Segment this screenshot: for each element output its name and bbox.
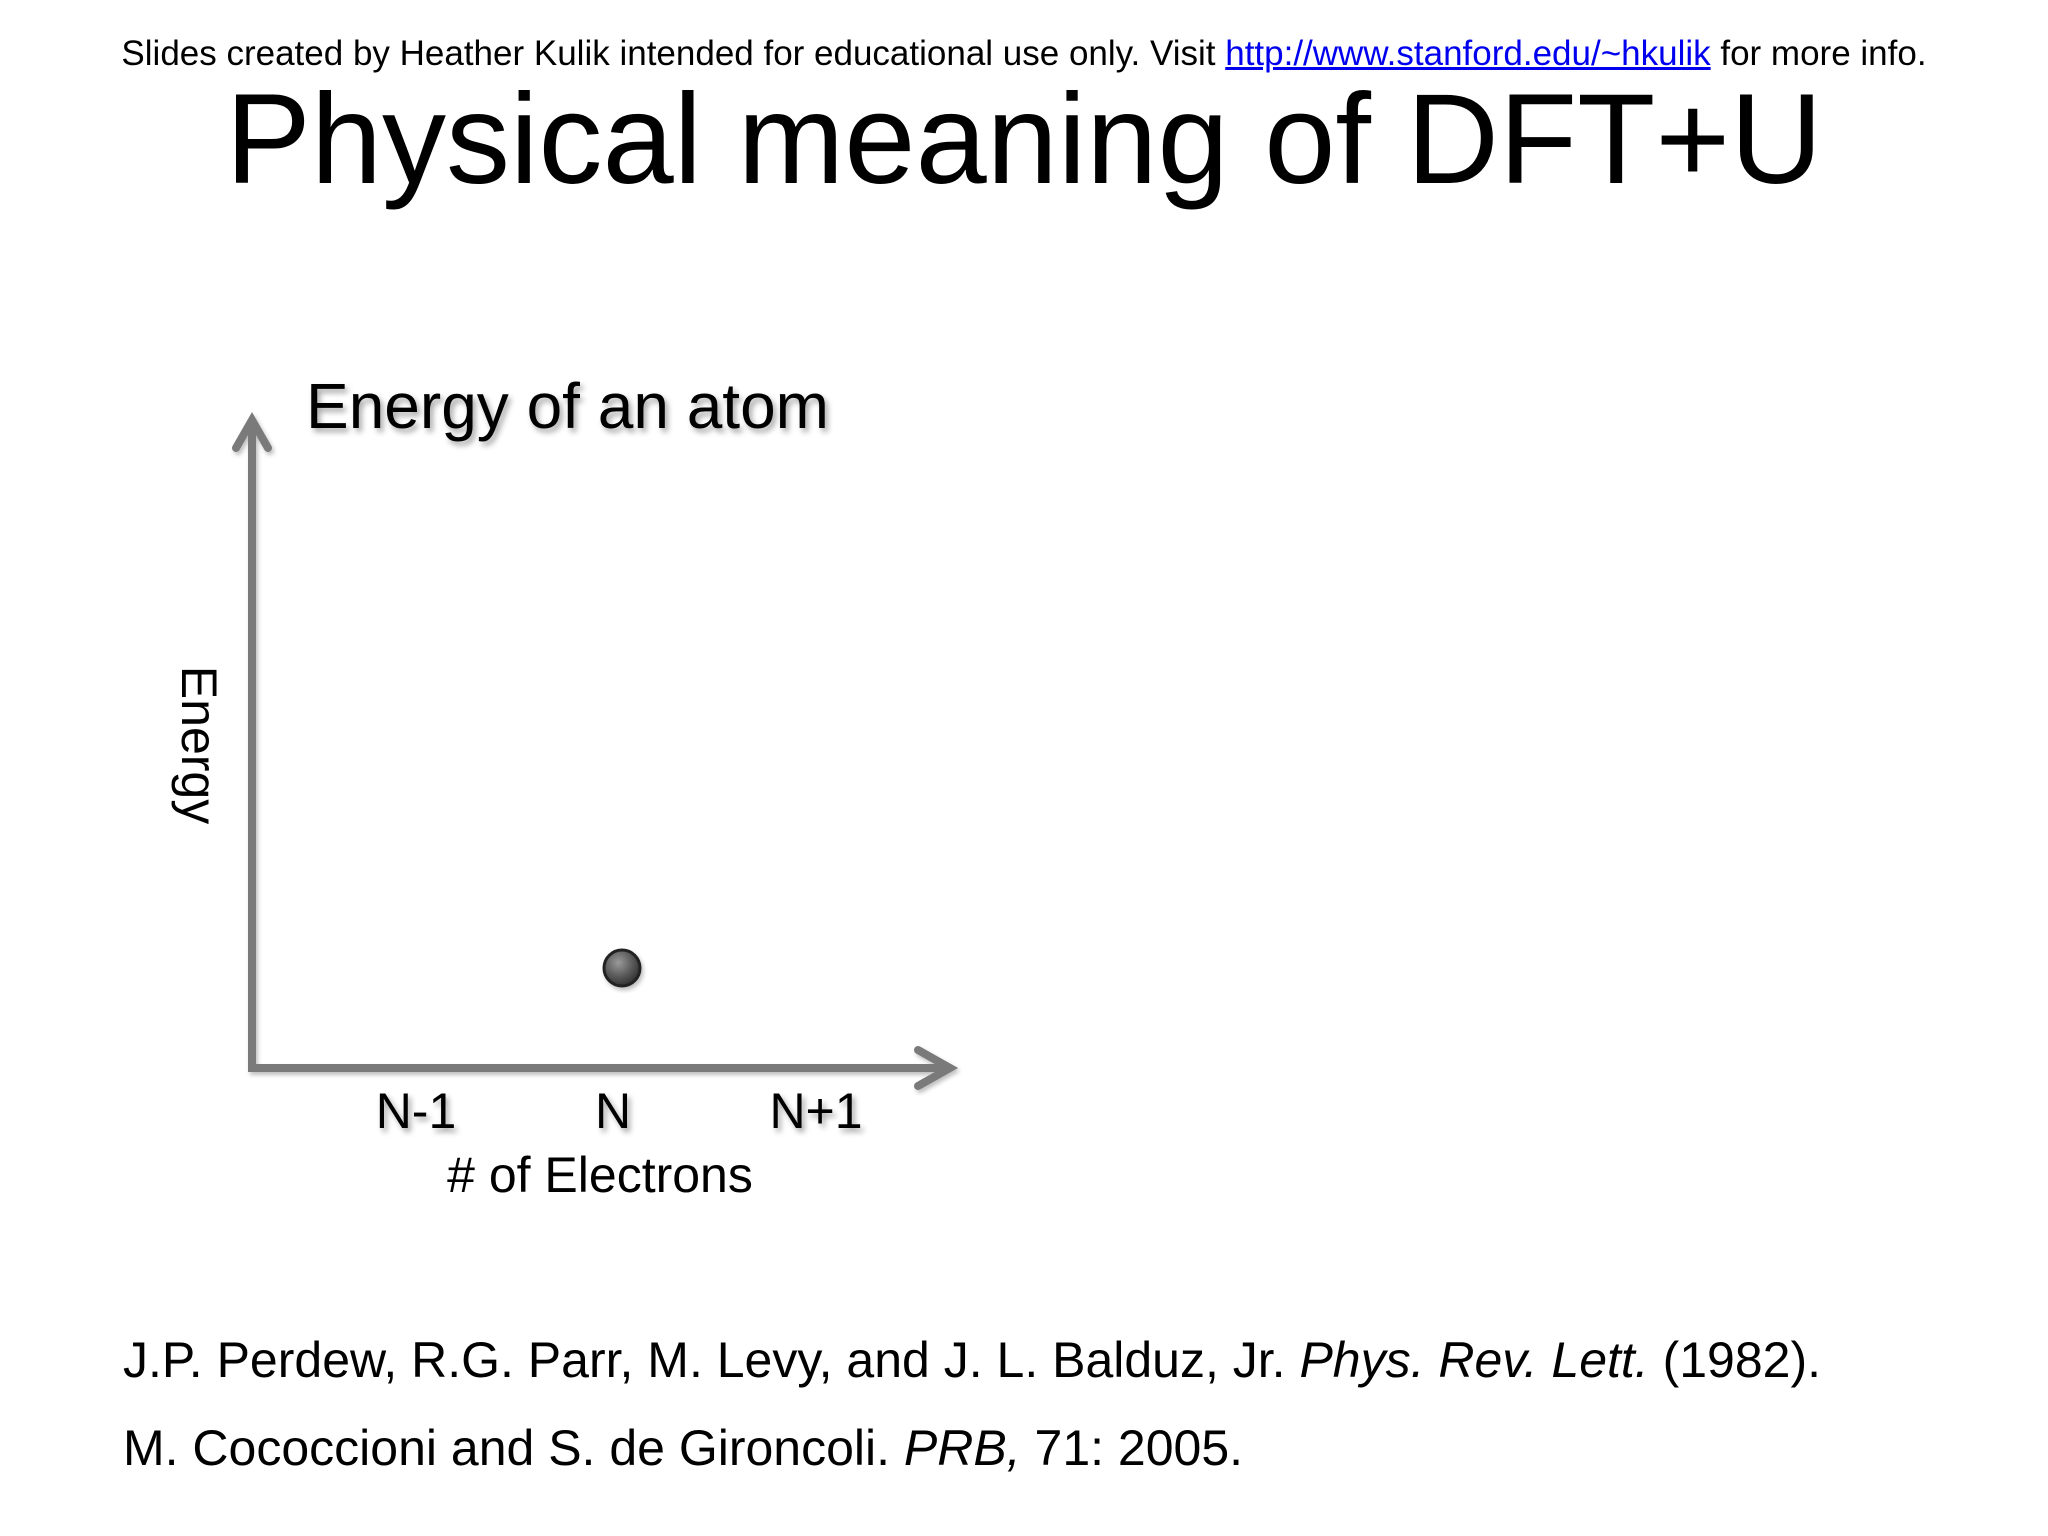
x-tick-n-plus-1: N+1 — [769, 1083, 862, 1139]
energy-point-n — [602, 948, 642, 988]
x-tick-n-minus-1: N-1 — [376, 1083, 457, 1139]
reference-2-details: 71: 2005. — [1020, 1420, 1244, 1476]
reference-1-details: (1982). — [1648, 1332, 1821, 1388]
axes — [232, 411, 959, 1090]
x-axis-label: # of Electrons — [447, 1147, 753, 1203]
attribution-link[interactable]: http://www.stanford.edu/~hkulik — [1225, 34, 1711, 73]
slide-title: Physical meaning of DFT+U — [225, 68, 1823, 211]
x-tick-n: N — [595, 1083, 631, 1139]
reference-2-journal: PRB, — [903, 1420, 1021, 1476]
attribution-prefix: Slides created by Heather Kulik intended… — [121, 34, 1226, 73]
reference-1-journal: Phys. Rev. Lett. — [1299, 1332, 1649, 1388]
reference-2-authors: M. Cococcioni and S. de Gironcoli. — [123, 1420, 904, 1476]
x-axis-arrowhead — [914, 1046, 959, 1090]
attribution-line: Slides created by Heather Kulik intended… — [0, 32, 2048, 76]
attribution-suffix: for more info. — [1710, 34, 1927, 73]
diagram-title: Energy of an atom — [306, 370, 829, 442]
y-axis-label: Energy — [171, 666, 227, 824]
reference-1: J.P. Perdew, R.G. Parr, M. Levy, and J. … — [123, 1330, 1821, 1390]
reference-2: M. Cococcioni and S. de Gironcoli. PRB, … — [123, 1418, 1243, 1478]
y-axis-arrowhead — [232, 411, 272, 452]
reference-1-authors: J.P. Perdew, R.G. Parr, M. Levy, and J. … — [123, 1332, 1300, 1388]
